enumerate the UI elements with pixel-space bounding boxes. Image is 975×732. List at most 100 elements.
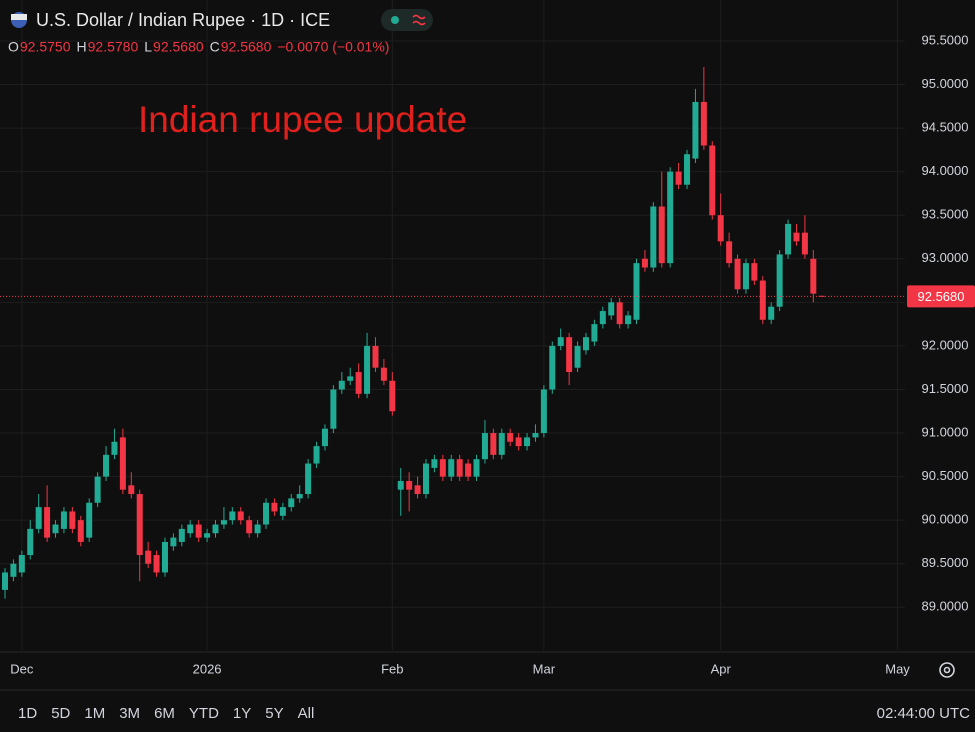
x-tick-label: 2026 xyxy=(193,661,222,676)
candle-body xyxy=(532,433,539,438)
candle-body xyxy=(810,258,817,294)
candle-body xyxy=(524,437,531,447)
candle-body xyxy=(380,367,387,381)
y-tick-label: 95.0000 xyxy=(922,76,969,91)
status-dot xyxy=(391,16,399,24)
y-tick-label: 92.0000 xyxy=(922,337,969,352)
candle-body xyxy=(582,337,589,351)
range-button[interactable]: 5Y xyxy=(265,705,283,722)
candle-body xyxy=(709,145,716,216)
candle-body xyxy=(448,459,455,477)
candle-body xyxy=(170,537,177,547)
candle-body xyxy=(103,454,110,477)
candle-body xyxy=(321,428,328,447)
candle-body xyxy=(549,345,556,390)
candle-body xyxy=(751,263,758,281)
y-tick-label: 89.0000 xyxy=(922,599,969,614)
candle-body xyxy=(279,507,286,516)
candle-body xyxy=(625,315,632,325)
candle-body xyxy=(397,480,404,490)
price-tag-label: 92.5680 xyxy=(918,289,965,304)
chart-title: U.S. Dollar / Indian Rupee · 1D · ICE xyxy=(36,10,330,30)
x-tick-label: Apr xyxy=(711,661,732,676)
candle-body xyxy=(439,459,446,477)
candle-body xyxy=(684,154,691,185)
candle-body xyxy=(557,337,564,346)
range-button[interactable]: 6M xyxy=(154,705,175,722)
candle-body xyxy=(27,528,34,556)
candle-body xyxy=(330,389,337,429)
y-tick-label: 95.5000 xyxy=(922,32,969,47)
price-tag xyxy=(907,285,975,308)
y-tick-label: 90.5000 xyxy=(922,468,969,483)
candle-body xyxy=(355,372,362,394)
candle-body xyxy=(465,463,472,477)
status-pill[interactable] xyxy=(381,9,433,31)
candle-body xyxy=(793,232,800,242)
candle-body xyxy=(785,223,792,255)
status-icon xyxy=(412,14,426,26)
candle-body xyxy=(650,206,657,268)
x-tick-label: May xyxy=(885,661,910,676)
candle-body xyxy=(507,433,514,442)
candle-body xyxy=(254,524,261,534)
y-tick-label: 91.0000 xyxy=(922,424,969,439)
ohlc-value: 92.5680 xyxy=(221,39,272,55)
y-tick-label: 94.5000 xyxy=(922,120,969,135)
candle-body xyxy=(347,376,354,381)
candle-body xyxy=(220,520,227,525)
range-button[interactable]: 5D xyxy=(51,705,70,722)
ohlc-key: O xyxy=(8,39,19,55)
range-button[interactable]: 3M xyxy=(119,705,140,722)
candle-body xyxy=(734,258,741,290)
y-tick-label: 93.5000 xyxy=(922,207,969,222)
range-button[interactable]: All xyxy=(298,705,315,722)
candle-body xyxy=(574,345,581,368)
candle-body xyxy=(94,476,101,503)
settings-icon[interactable] xyxy=(939,662,955,678)
candle-body xyxy=(675,171,682,185)
annotation: Indian rupee update xyxy=(138,99,467,140)
candle-body xyxy=(204,533,211,538)
candle-body xyxy=(69,511,76,529)
candle-body xyxy=(423,463,429,495)
ohlc-value: 92.5780 xyxy=(88,39,139,55)
candle-body xyxy=(608,302,615,316)
range-button[interactable]: 1D xyxy=(18,705,37,722)
range-button[interactable]: 1M xyxy=(84,705,105,722)
candle-body xyxy=(178,528,185,542)
candle-body xyxy=(591,324,598,342)
ohlc-value: 92.5750 xyxy=(20,39,71,55)
candle-body xyxy=(717,215,724,242)
candle-body xyxy=(246,520,253,534)
y-tick-label: 89.5000 xyxy=(922,555,969,570)
candle-body xyxy=(641,258,648,268)
candle-body xyxy=(364,345,371,394)
candle-body xyxy=(161,541,168,573)
candle-body xyxy=(237,511,244,521)
candle-body xyxy=(490,433,497,455)
candle-body xyxy=(187,524,194,534)
ohlc-change: −0.0070 (−0.01%) xyxy=(277,39,389,55)
candle-body xyxy=(759,280,766,320)
candle-body xyxy=(18,555,25,573)
candle-body xyxy=(128,485,135,495)
candle-body xyxy=(153,555,160,573)
toolbar: 1D 5D 1M 3M 6M YTD 1Y 5Y All 02:44:00 UTC xyxy=(18,705,970,722)
candle-body xyxy=(776,254,783,307)
candle-body xyxy=(456,459,463,477)
y-tick-label: 94.0000 xyxy=(922,163,969,178)
range-button[interactable]: 1Y xyxy=(233,705,251,722)
x-tick-label: Mar xyxy=(533,661,556,676)
ohlc-header: O 92.5750 H 92.5780 L 92.5680 C 92.5680 −0.0070 … xyxy=(8,39,389,55)
candle-body xyxy=(540,389,547,434)
candle-body xyxy=(86,502,93,538)
range-button[interactable]: YTD xyxy=(189,705,219,722)
candle-body xyxy=(818,295,825,297)
x-tick-label: Feb xyxy=(381,661,403,676)
candle-body xyxy=(271,502,278,512)
candle-body xyxy=(305,463,312,495)
candle-body xyxy=(616,302,623,325)
